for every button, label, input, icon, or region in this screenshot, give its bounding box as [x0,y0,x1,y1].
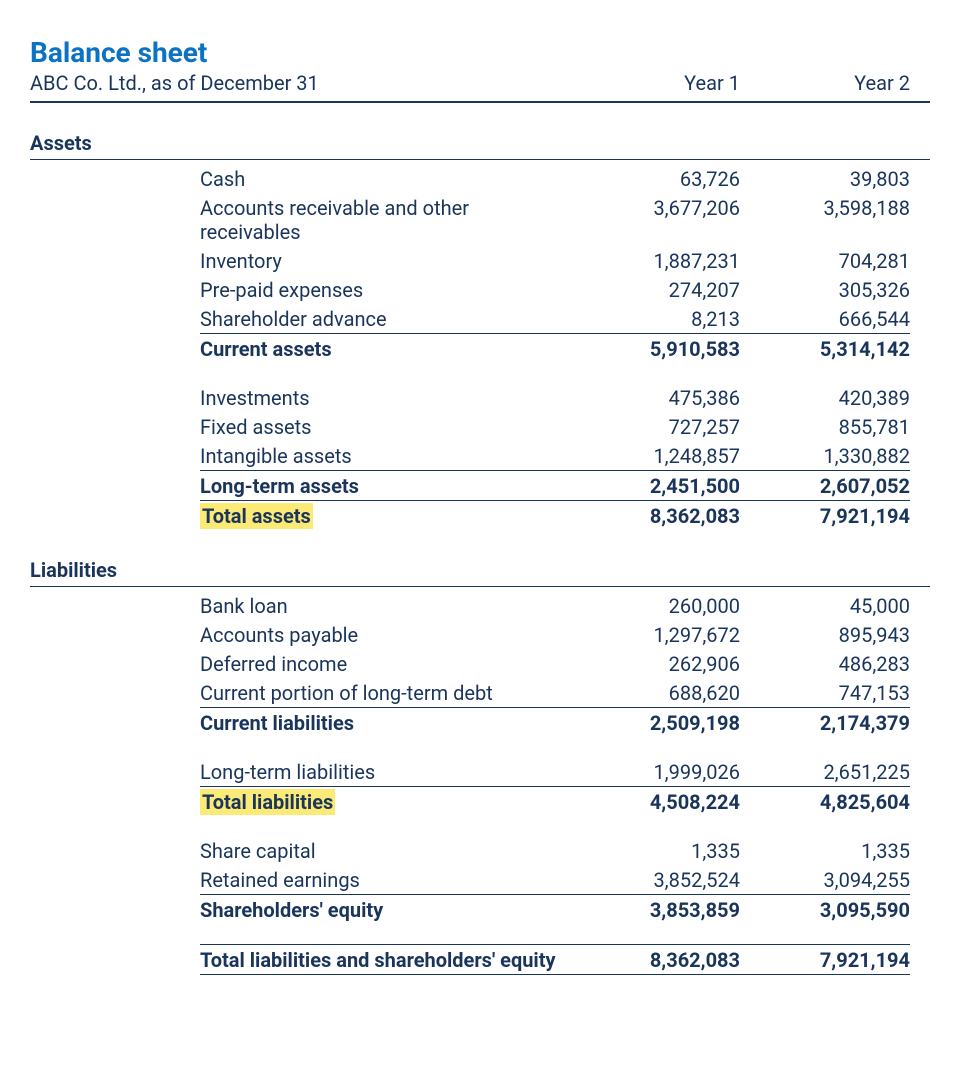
item-y1: 688,620 [570,681,740,705]
subtotal-y2: 3,095,590 [740,898,910,922]
total-assets-row: Total assets 8,362,0837,921,194 [30,501,930,530]
subtotal-label: Long-term assets [200,474,570,498]
item-y2: 1,330,882 [740,444,910,468]
item-y2: 855,781 [740,415,910,439]
subtotal-y1: 2,509,198 [570,711,740,735]
year2-header: Year 2 [740,71,910,95]
item-y2: 486,283 [740,652,910,676]
table-row: Retained earnings3,852,5243,094,255 [30,865,930,894]
item-y1: 274,207 [570,278,740,302]
item-label: Investments [200,386,570,410]
year1-header: Year 1 [570,71,740,95]
subtotal-y1: 5,910,583 [570,337,740,361]
item-y1: 3,677,206 [570,196,740,244]
liabilities-section-label: Liabilities [30,558,930,587]
table-row: Shareholder advance8,213666,544 [30,304,930,333]
highlight: Total liabilities [200,789,335,815]
item-label: Retained earnings [200,868,570,892]
item-y2: 45,000 [740,594,910,618]
item-y2: 666,544 [740,307,910,331]
total-liabilities-y1: 4,508,224 [570,790,740,814]
item-y1: 8,213 [570,307,740,331]
grand-total-row: Total liabilities and shareholders' equi… [30,945,930,974]
current-assets-subtotal: Current assets5,910,5835,314,142 [30,334,930,363]
item-y1: 262,906 [570,652,740,676]
assets-section-label: Assets [30,131,930,160]
table-row: Investments475,386420,389 [30,383,930,412]
total-liabilities-y2: 4,825,604 [740,790,910,814]
item-y2: 747,153 [740,681,910,705]
grand-total-y2: 7,921,194 [740,948,910,972]
item-y1: 260,000 [570,594,740,618]
rule [30,974,930,975]
item-label: Accounts payable [200,623,570,647]
item-y2: 3,598,188 [740,196,910,244]
subtotal-y2: 5,314,142 [740,337,910,361]
total-liabilities-label: Total liabilities [200,790,570,814]
grand-total-label: Total liabilities and shareholders' equi… [200,948,570,972]
item-y1: 1,297,672 [570,623,740,647]
table-row: Share capital1,3351,335 [30,836,930,865]
table-row: Deferred income262,906486,283 [30,649,930,678]
item-label: Long-term liabilities [200,760,570,784]
grand-total-y1: 8,362,083 [570,948,740,972]
total-liabilities-row: Total liabilities 4,508,2244,825,604 [30,787,930,816]
item-label: Current portion of long-term debt [200,681,570,705]
item-label: Share capital [200,839,570,863]
highlight: Total assets [200,503,313,529]
header-row: ABC Co. Ltd., as of December 31 Year 1 Y… [30,71,930,103]
item-label: Intangible assets [200,444,570,468]
item-y1: 1,248,857 [570,444,740,468]
item-label: Accounts receivable and other receivable… [200,196,570,244]
item-y1: 1,887,231 [570,249,740,273]
item-y2: 420,389 [740,386,910,410]
subtotal-y1: 2,451,500 [570,474,740,498]
item-y1: 727,257 [570,415,740,439]
item-y2: 39,803 [740,167,910,191]
item-label: Fixed assets [200,415,570,439]
item-y2: 305,326 [740,278,910,302]
total-assets-label: Total assets [200,504,570,528]
item-y1: 1,335 [570,839,740,863]
item-y2: 1,335 [740,839,910,863]
item-label: Cash [200,167,570,191]
page-title: Balance sheet [30,36,930,69]
subtitle: ABC Co. Ltd., as of December 31 [30,71,570,95]
subtotal-label: Current liabilities [200,711,570,735]
item-y1: 3,852,524 [570,868,740,892]
table-row: Accounts payable1,297,672895,943 [30,620,930,649]
item-label: Pre-paid expenses [200,278,570,302]
subtotal-label: Shareholders' equity [200,898,570,922]
table-row: Long-term liabilities1,999,0262,651,225 [30,757,930,786]
table-row: Current portion of long-term debt688,620… [30,678,930,707]
item-label: Shareholder advance [200,307,570,331]
subtotal-y2: 2,174,379 [740,711,910,735]
subtotal-label: Current assets [200,337,570,361]
longterm-assets-subtotal: Long-term assets2,451,5002,607,052 [30,471,930,500]
item-y2: 895,943 [740,623,910,647]
item-y2: 704,281 [740,249,910,273]
item-y2: 3,094,255 [740,868,910,892]
item-y2: 2,651,225 [740,760,910,784]
table-row: Accounts receivable and other receivable… [30,193,930,246]
item-label: Deferred income [200,652,570,676]
item-label: Inventory [200,249,570,273]
table-row: Inventory1,887,231704,281 [30,246,930,275]
table-row: Cash63,72639,803 [30,164,930,193]
item-y1: 475,386 [570,386,740,410]
item-y1: 63,726 [570,167,740,191]
table-row: Intangible assets1,248,8571,330,882 [30,441,930,470]
subtotal-y2: 2,607,052 [740,474,910,498]
current-liabilities-subtotal: Current liabilities2,509,1982,174,379 [30,708,930,737]
subtotal-y1: 3,853,859 [570,898,740,922]
total-assets-y1: 8,362,083 [570,504,740,528]
table-row: Bank loan260,00045,000 [30,591,930,620]
item-label: Bank loan [200,594,570,618]
table-row: Fixed assets727,257855,781 [30,412,930,441]
table-row: Pre-paid expenses274,207305,326 [30,275,930,304]
shareholders-equity-subtotal: Shareholders' equity3,853,8593,095,590 [30,895,930,924]
total-assets-y2: 7,921,194 [740,504,910,528]
item-y1: 1,999,026 [570,760,740,784]
